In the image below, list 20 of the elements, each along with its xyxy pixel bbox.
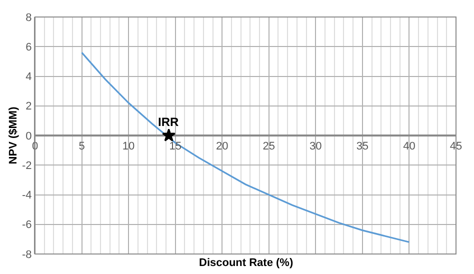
x-tick-label: 15 xyxy=(169,140,182,152)
x-tick-label: 5 xyxy=(78,140,85,152)
x-tick-label: 40 xyxy=(403,140,416,152)
annotation: IRR xyxy=(158,115,179,129)
x-tick-label: 35 xyxy=(356,140,369,152)
x-tick-label: 10 xyxy=(122,140,135,152)
x-axis-title: Discount Rate (%) xyxy=(199,257,294,269)
y-tick-label: 6 xyxy=(26,41,32,54)
y-tick-label: 8 xyxy=(26,12,32,24)
y-tick-label: -6 xyxy=(22,219,32,232)
x-tick-label: 20 xyxy=(216,140,228,152)
y-tick-label: 2 xyxy=(26,100,32,113)
y-tick-label: 4 xyxy=(26,71,32,84)
y-axis-title: NPV ($MM) xyxy=(8,106,20,164)
y-tick-label: -4 xyxy=(22,190,32,202)
y-tick-label: -2 xyxy=(22,160,32,172)
x-tick-label: 25 xyxy=(262,140,276,152)
x-tick-label: 30 xyxy=(310,140,322,152)
y-tick-label: 0 xyxy=(26,130,32,142)
y-tick-label: -8 xyxy=(22,248,32,261)
